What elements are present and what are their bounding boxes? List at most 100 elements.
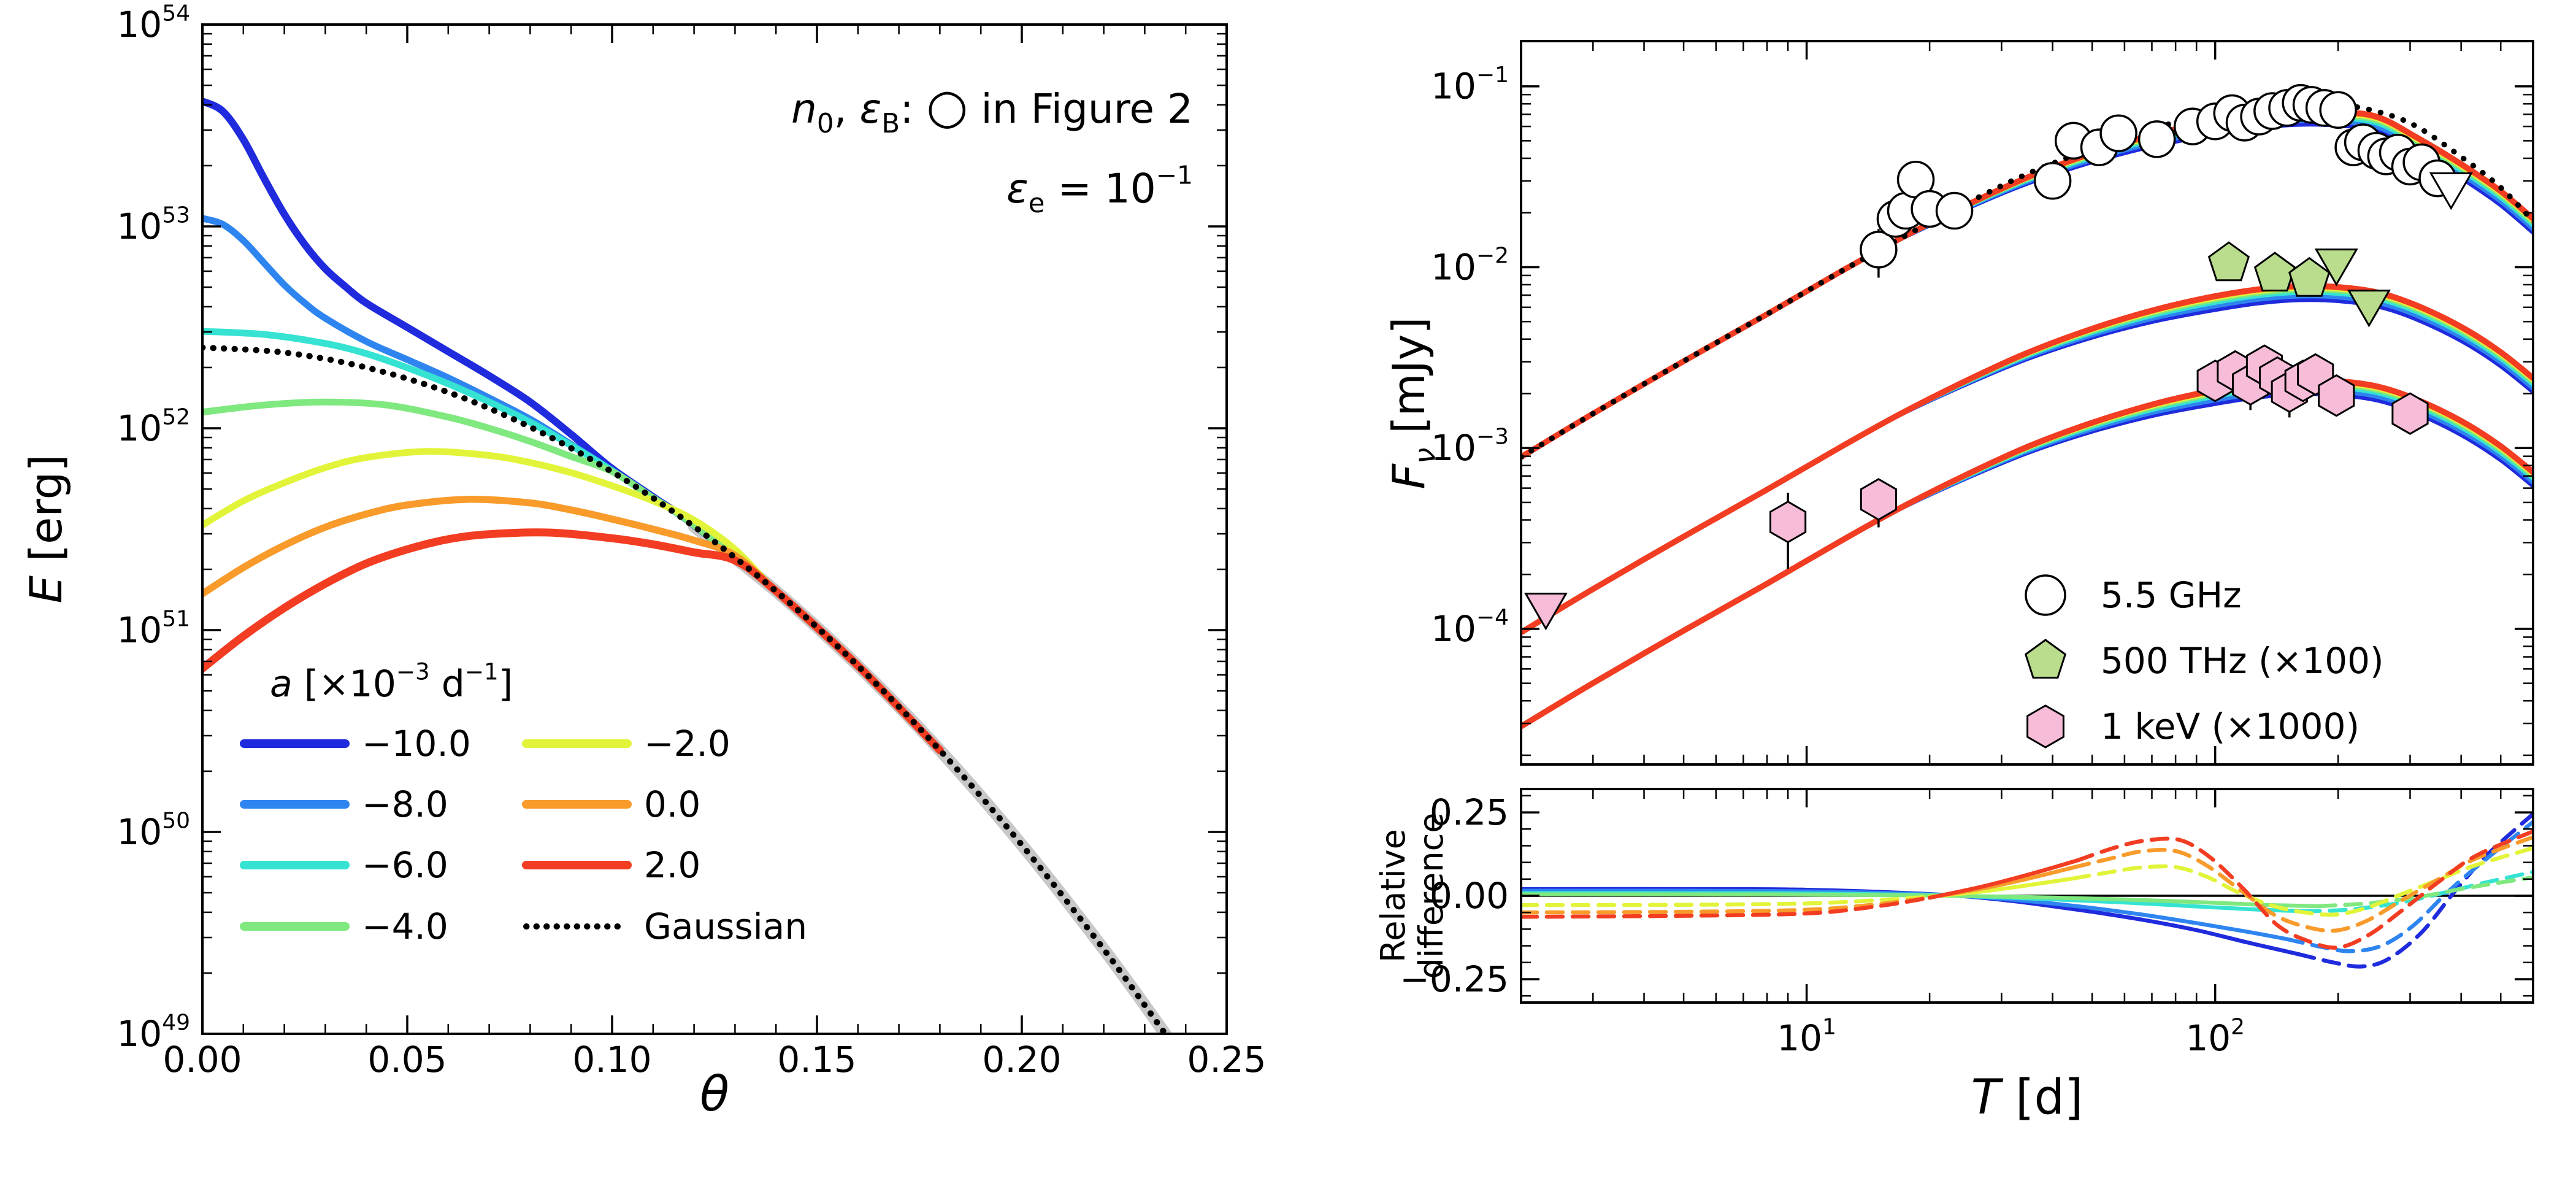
- model-curve-500 THz (×100)-a-2: [1521, 285, 2533, 635]
- curve-a--10.0: [202, 98, 944, 754]
- x-tick-label: 102: [2185, 1014, 2245, 1059]
- data-point-circle: [1860, 231, 1898, 269]
- y-tick-label: 10−2: [1431, 244, 1509, 288]
- left-panel: 0.00 0.05 0.10 0.15 0.20 0.25 1049 1050 1051 1052…: [20, 1, 1267, 1122]
- y-tick-label: 1049: [117, 1010, 190, 1055]
- data-point-hexagon: [2391, 392, 2429, 435]
- right-top-axes: [1520, 40, 2534, 766]
- x-tick-label: 0.15: [777, 1039, 856, 1080]
- data-point-pentagon: [2288, 256, 2331, 297]
- data-point-circle: [2137, 120, 2176, 158]
- x-tick-label: 0.10: [572, 1039, 651, 1080]
- legend-title: a [×10−3 d−1]: [270, 658, 513, 706]
- data-point-pentagon: [2207, 241, 2250, 282]
- legend-label: 5.5 GHz: [2101, 574, 2242, 616]
- data-point-hexagon: [2318, 374, 2355, 417]
- dataset-5.5 GHz: [1860, 83, 2473, 278]
- y-tick-label: 0.00: [1430, 875, 1509, 917]
- y-tick-label: 1054: [117, 1, 190, 45]
- x-tick-label: 101: [1777, 1014, 1836, 1059]
- legend-label: −2.0: [644, 723, 730, 764]
- data-point-circle: [2033, 162, 2072, 200]
- x-tick-label: 0.20: [982, 1039, 1061, 1080]
- limit-triangle: [1524, 593, 1568, 631]
- limit-triangle: [2429, 172, 2473, 210]
- data-point-circle: [1935, 191, 1974, 230]
- x-axis-label: θ: [700, 1067, 729, 1122]
- y-tick-label: 1053: [117, 202, 190, 247]
- reldiff-curve-a-4: [2317, 875, 2533, 909]
- y-tick-label: 10−3: [1431, 424, 1509, 469]
- data-point-pentagon: [2024, 639, 2067, 679]
- limit-triangle: [2347, 290, 2391, 328]
- left-axes: [201, 23, 1228, 1035]
- model-curve-1 keV (×1000)-a-6: [1521, 383, 2533, 729]
- y-axis-label: E [erg]: [20, 455, 72, 604]
- flux-axis-label: Fν [mJy]: [1383, 317, 1442, 489]
- data-point-circle: [2025, 574, 2066, 616]
- y-tick-label: 1050: [117, 808, 190, 853]
- reldiff-curve-a-4: [1521, 892, 2321, 909]
- gray-band: [688, 520, 1171, 1034]
- model-curve-500 THz (×100)-a2: [1521, 283, 2533, 635]
- right-bottom-axes: [1520, 788, 2534, 1004]
- legend-label: 2.0: [644, 844, 700, 886]
- left-curves: [202, 98, 1171, 1034]
- curve-a-2.0: [202, 528, 944, 755]
- dataset-500 THz (×100): [2207, 241, 2391, 328]
- left-legend: a [×10−3 d−1] −10.0 −8.0 −6.0 −4.0 −2.0 0.0 2.0…: [240, 658, 807, 947]
- legend-label: 0.0: [644, 783, 700, 825]
- data-point-circle: [2099, 114, 2137, 152]
- annotation-eps-e: εe = 10−1: [1006, 161, 1193, 219]
- legend-label: 1 keV (×1000): [2101, 706, 2359, 747]
- reldiff-label-line2: difference: [1412, 812, 1451, 979]
- x-tick-label: 0.05: [367, 1039, 447, 1080]
- legend-label: −10.0: [362, 723, 471, 764]
- y-tick-label: 10−1: [1431, 63, 1509, 107]
- model-curve-500 THz (×100)-a0: [1521, 284, 2533, 635]
- legend-label: −6.0: [362, 844, 448, 886]
- model-curve-1 keV (×1000)-a-8: [1521, 387, 2533, 729]
- model-curve-1 keV (×1000)-a-4: [1521, 381, 2533, 729]
- model-curve-1 keV (×1000)-a-2: [1521, 379, 2533, 729]
- y-tick-label: 1051: [117, 606, 190, 651]
- data-point-hexagon: [2026, 704, 2064, 749]
- reldiff-curve-a-2: [2071, 845, 2533, 917]
- reldiff-curves: [1521, 811, 2533, 969]
- reldiff-curve-a2: [1927, 858, 2080, 900]
- data-point-pentagon: [2253, 252, 2296, 292]
- reldiff-curve-a-2: [1521, 895, 1932, 907]
- annotation-n0-epsB: n0, εB: ○ in Figure 2: [791, 79, 1193, 139]
- dataset-1 keV (×1000): [1524, 344, 2429, 631]
- model-curve-1 keV (×1000)-a2: [1521, 377, 2533, 730]
- reldiff-label-line1: Relative: [1374, 829, 1413, 963]
- curve-a-Gaussian: [202, 344, 1168, 1034]
- data-point-circle: [2319, 91, 2357, 129]
- lightcurve-curves: [1521, 99, 2533, 730]
- right-bottom-panel: 0.25 0.00 −0.25 101 102 T [d] Relative differen…: [1374, 788, 2534, 1125]
- y-tick-label: 1052: [117, 404, 190, 449]
- right-top-frame: [1520, 40, 2534, 766]
- legend-label: 500 THz (×100): [2101, 640, 2384, 682]
- reldiff-curve-a-6: [2302, 869, 2533, 914]
- data-point-hexagon: [1860, 478, 1897, 521]
- legend-label: Gaussian: [644, 906, 807, 947]
- lightcurve-legend: 5.5 GHz 500 THz (×100) 1 keV (×1000): [2024, 574, 2384, 749]
- y-tick-label: 0.25: [1430, 791, 1509, 833]
- model-curve-1 keV (×1000)-a0: [1521, 378, 2533, 729]
- y-tick-label: 10−4: [1431, 605, 1509, 650]
- x-tick-label: 0.25: [1187, 1039, 1266, 1080]
- reldiff-curve-a-10: [2296, 811, 2533, 969]
- data-point-hexagon: [1769, 500, 1807, 544]
- legend-label: −8.0: [362, 783, 448, 825]
- left-frame: [201, 23, 1228, 1035]
- time-axis-label: T [d]: [1971, 1070, 2083, 1125]
- reldiff-curve-a2: [1521, 896, 1932, 919]
- right-top-panel: 10−4 10−3 10−2 10−1 Fν [mJy] 5.5 GHz 500 THz (…: [1383, 40, 2534, 766]
- legend-label: −4.0: [362, 906, 448, 947]
- reldiff-curve-a2: [2075, 829, 2533, 950]
- limit-triangle: [2314, 248, 2358, 287]
- y-tick-label: −0.25: [1400, 958, 1509, 1000]
